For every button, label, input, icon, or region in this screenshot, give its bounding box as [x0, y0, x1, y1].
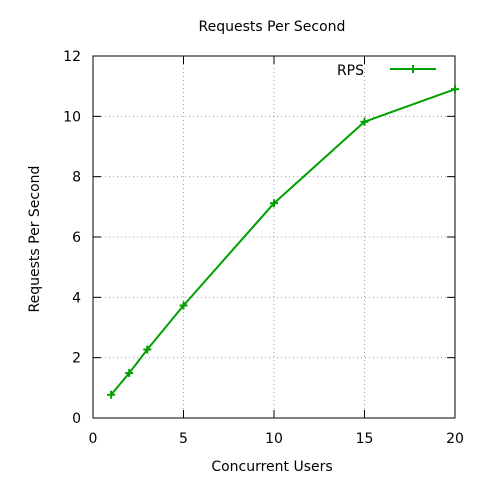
y-tick-label: 2	[72, 351, 81, 367]
x-tick-label: 20	[446, 431, 464, 447]
y-axis-label: Requests Per Second	[27, 166, 43, 313]
x-axis-label: Concurrent Users	[211, 459, 332, 475]
data-point-rps	[125, 369, 134, 378]
x-tick-label: 5	[179, 431, 188, 447]
data-point-rps	[270, 199, 278, 208]
x-tick-label: 15	[356, 431, 374, 447]
legend-marker-rps	[409, 65, 417, 73]
y-tick-label: 8	[72, 170, 81, 186]
y-tick-label: 4	[72, 290, 81, 306]
data-point-rps	[179, 301, 188, 310]
chart-title: Requests Per Second	[199, 19, 346, 35]
series-rps	[107, 85, 459, 399]
data-point-rps	[360, 117, 369, 126]
y-tick-label: 6	[72, 230, 81, 246]
legend: RPS	[337, 63, 436, 79]
legend-marker-plus	[409, 65, 417, 73]
y-tick-label: 12	[63, 49, 81, 65]
y-tick-label: 0	[72, 411, 81, 427]
y-tick-label: 10	[63, 109, 81, 125]
grid-lines	[93, 56, 455, 418]
x-axis: 0 5 10 15 20	[89, 56, 464, 447]
x-tick-label: 10	[265, 431, 283, 447]
y-axis: 0 2 4 6 8 10 12	[63, 49, 455, 427]
x-tick-label: 0	[89, 431, 98, 447]
data-point-rps	[107, 390, 116, 399]
legend-label-rps: RPS	[337, 63, 364, 79]
data-point-rps	[143, 345, 152, 354]
series-line-rps	[110, 88, 456, 396]
data-point-rps	[451, 85, 459, 94]
